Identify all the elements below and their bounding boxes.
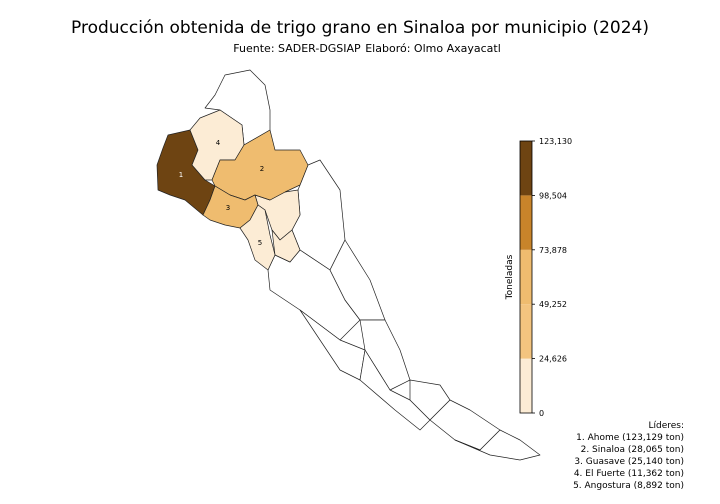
leaders: Líderes: 1. Ahome (123,129 ton) 2. Sinalo… bbox=[573, 421, 684, 491]
colorbar-bin bbox=[520, 195, 532, 250]
map: 1 2 3 4 5 bbox=[156, 69, 541, 461]
author: Elaboró: Olmo Axayacatl bbox=[365, 42, 501, 55]
leader-item: 2. Sinaloa (28,065 ton) bbox=[581, 445, 684, 455]
region-label: 3 bbox=[226, 204, 230, 212]
municipality bbox=[239, 204, 276, 271]
region-label: 2 bbox=[260, 165, 264, 173]
colorbar-tick-label: 123,130 bbox=[539, 137, 572, 146]
leader-item: 1. Ahome (123,129 ton) bbox=[576, 433, 684, 443]
leader-item: 5. Angostura (8,892 ton) bbox=[573, 481, 684, 491]
municipality bbox=[454, 429, 541, 461]
title: Producción obtenida de trigo grano en Si… bbox=[71, 18, 649, 38]
colorbar: 0 24,626 49,252 73,878 98,504 123,130 bbox=[519, 137, 572, 418]
leader-item: 4. El Fuerte (11,362 ton) bbox=[574, 469, 684, 479]
colorbar-tick-label: 0 bbox=[539, 409, 544, 418]
colorbar-tick-label: 24,626 bbox=[539, 355, 567, 364]
colorbar-bin bbox=[520, 304, 532, 359]
colorbar-tick-label: 49,252 bbox=[539, 300, 567, 309]
colorbar-label: Toneladas bbox=[505, 254, 515, 300]
colorbar-tick-label: 98,504 bbox=[539, 191, 567, 200]
colorbar-bin bbox=[520, 141, 532, 196]
leader-item: 3. Guasave (25,140 ton) bbox=[574, 457, 684, 467]
leaders-title: Líderes: bbox=[648, 421, 684, 431]
colorbar-bin bbox=[520, 358, 532, 413]
region-label: 5 bbox=[258, 239, 262, 247]
colorbar-tick-label: 73,878 bbox=[539, 246, 567, 255]
colorbar-frame bbox=[519, 140, 533, 414]
municipality bbox=[211, 129, 309, 201]
source: Fuente: SADER-DGSIAP bbox=[233, 42, 361, 55]
colorbar-bin bbox=[520, 249, 532, 305]
region-label: 1 bbox=[179, 171, 183, 179]
region-label: 4 bbox=[216, 139, 221, 147]
